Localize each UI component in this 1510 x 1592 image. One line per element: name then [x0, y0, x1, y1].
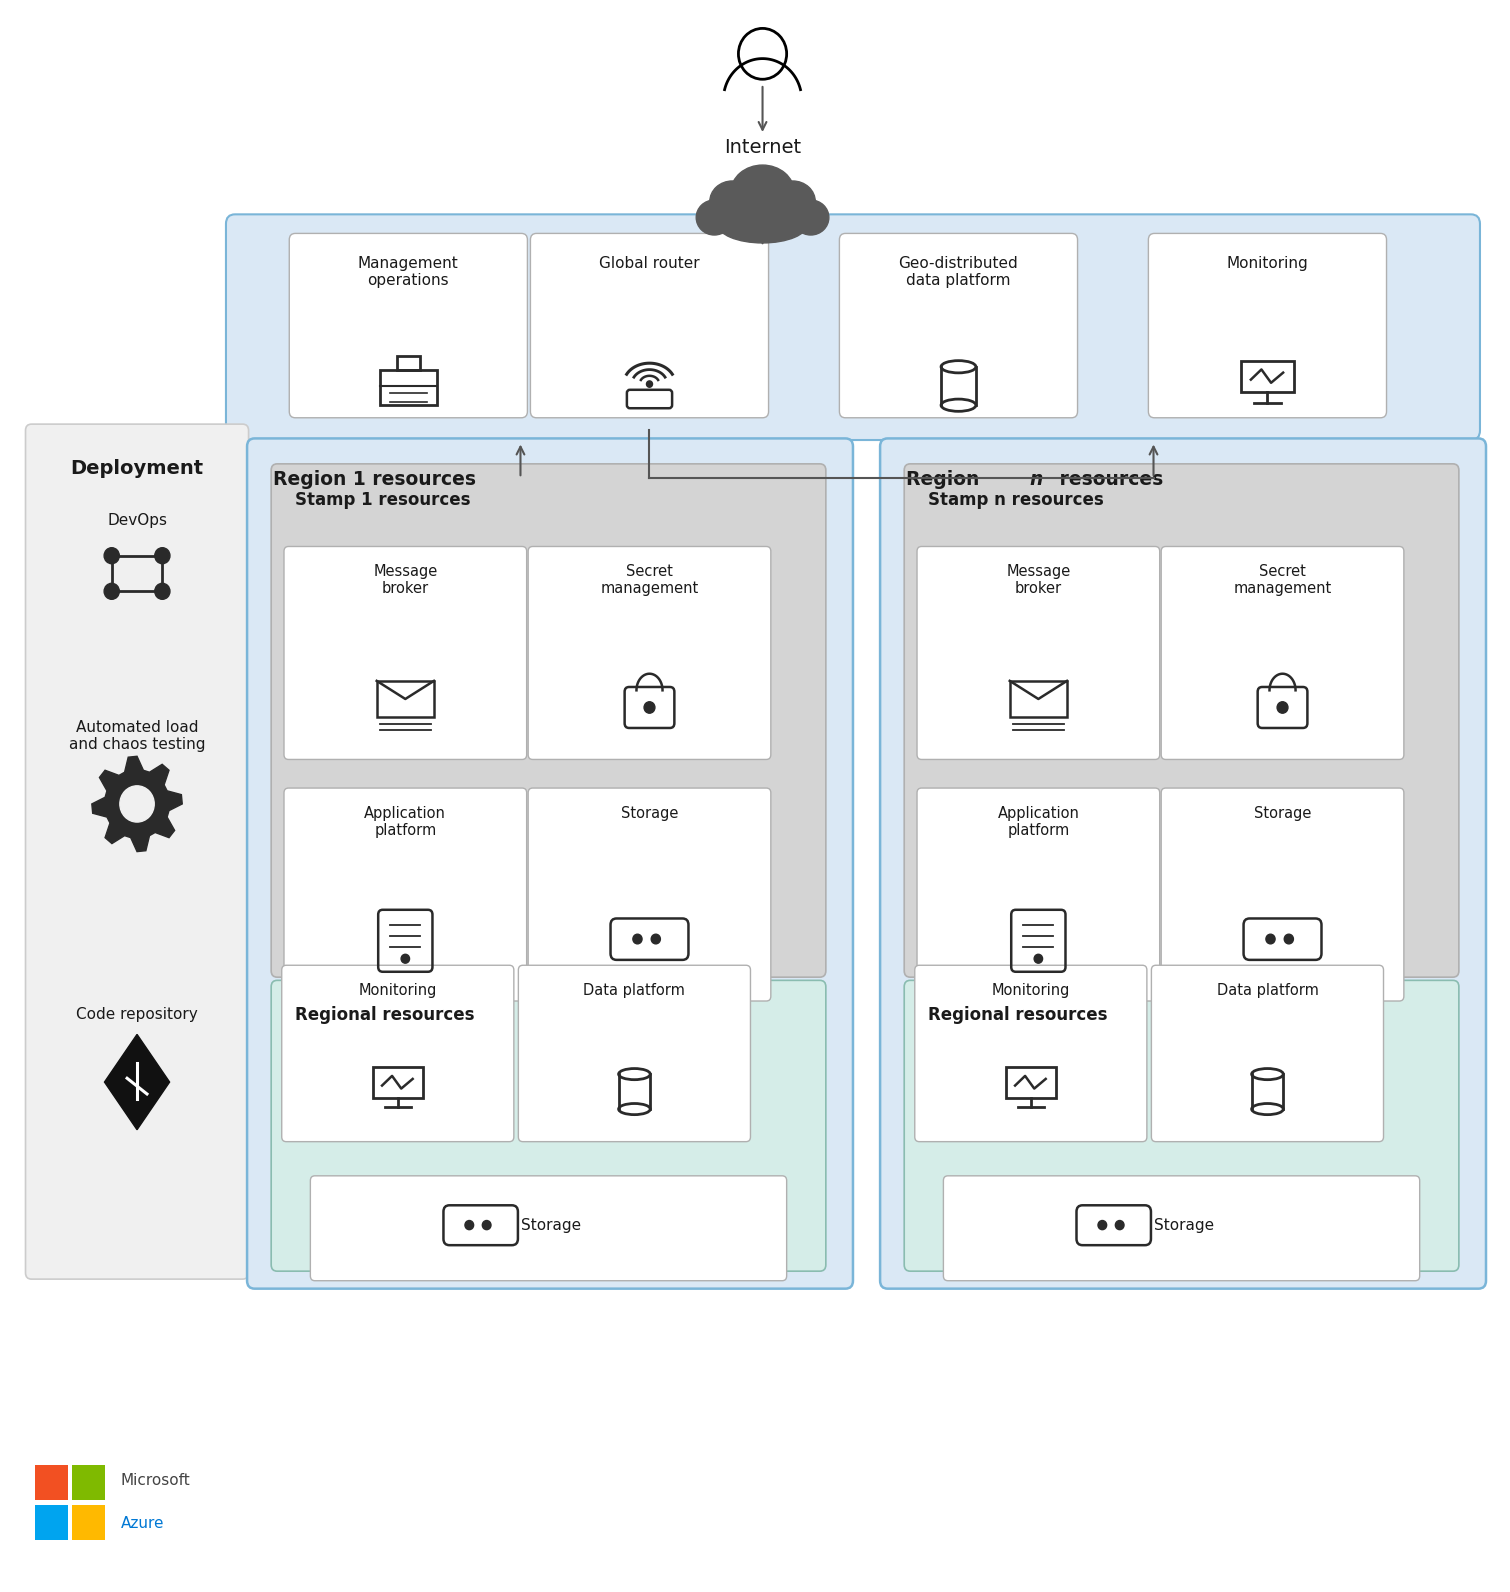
Text: Message
broker: Message broker — [373, 564, 438, 597]
Text: Internet: Internet — [723, 139, 802, 158]
Ellipse shape — [1252, 1068, 1284, 1079]
Circle shape — [104, 583, 119, 599]
Circle shape — [1116, 1221, 1123, 1229]
Bar — [72, 1504, 106, 1539]
Text: Regional resources: Regional resources — [929, 1006, 1108, 1024]
Circle shape — [1265, 935, 1274, 944]
FancyBboxPatch shape — [904, 981, 1459, 1270]
Text: Stamp 1 resources: Stamp 1 resources — [296, 490, 471, 509]
Ellipse shape — [696, 201, 732, 236]
Polygon shape — [92, 756, 183, 852]
FancyBboxPatch shape — [1161, 546, 1404, 759]
FancyBboxPatch shape — [284, 546, 527, 759]
FancyBboxPatch shape — [915, 965, 1148, 1141]
Text: Management
operations: Management operations — [358, 256, 459, 288]
Text: Microsoft: Microsoft — [121, 1474, 190, 1489]
Ellipse shape — [770, 181, 815, 223]
Ellipse shape — [941, 361, 975, 373]
FancyBboxPatch shape — [1161, 788, 1404, 1001]
FancyBboxPatch shape — [1149, 234, 1386, 417]
Circle shape — [1098, 1221, 1107, 1229]
Text: Storage: Storage — [1155, 1218, 1214, 1232]
FancyBboxPatch shape — [944, 1176, 1419, 1280]
Circle shape — [646, 380, 652, 387]
Text: Monitoring: Monitoring — [1226, 256, 1308, 271]
Text: Application
platform: Application platform — [364, 806, 447, 837]
Text: Application
platform: Application platform — [998, 806, 1080, 837]
Circle shape — [154, 583, 171, 599]
FancyBboxPatch shape — [248, 438, 853, 1288]
Text: Storage: Storage — [621, 806, 678, 820]
FancyBboxPatch shape — [282, 965, 513, 1141]
Text: Storage: Storage — [521, 1218, 581, 1232]
Circle shape — [402, 954, 409, 963]
Ellipse shape — [793, 201, 829, 236]
Text: Monitoring: Monitoring — [358, 982, 436, 998]
Text: Automated load
and chaos testing: Automated load and chaos testing — [69, 720, 205, 751]
Ellipse shape — [717, 205, 808, 244]
Text: Secret
management: Secret management — [1234, 564, 1332, 597]
FancyBboxPatch shape — [1152, 965, 1383, 1141]
Ellipse shape — [710, 181, 755, 223]
Circle shape — [633, 935, 642, 944]
Text: Stamp n resources: Stamp n resources — [929, 490, 1104, 509]
Text: Message
broker: Message broker — [1006, 564, 1071, 597]
Text: Global router: Global router — [599, 256, 699, 271]
Text: Region 1 resources: Region 1 resources — [273, 470, 476, 489]
Circle shape — [1034, 954, 1042, 963]
Circle shape — [1277, 702, 1288, 713]
FancyBboxPatch shape — [311, 1176, 787, 1280]
Circle shape — [645, 702, 655, 713]
FancyBboxPatch shape — [226, 215, 1480, 439]
FancyBboxPatch shape — [904, 463, 1459, 977]
Circle shape — [104, 548, 119, 564]
FancyBboxPatch shape — [284, 788, 527, 1001]
Circle shape — [482, 1221, 491, 1229]
Text: Geo-distributed
data platform: Geo-distributed data platform — [898, 256, 1018, 288]
Text: Secret
management: Secret management — [601, 564, 699, 597]
Text: Data platform: Data platform — [1217, 982, 1318, 998]
FancyBboxPatch shape — [272, 981, 826, 1270]
Circle shape — [465, 1221, 474, 1229]
Text: resources: resources — [1054, 470, 1164, 489]
Ellipse shape — [731, 166, 794, 220]
FancyBboxPatch shape — [917, 546, 1160, 759]
Text: n: n — [1030, 470, 1043, 489]
FancyBboxPatch shape — [840, 234, 1078, 417]
Ellipse shape — [619, 1068, 651, 1079]
Text: Monitoring: Monitoring — [992, 982, 1071, 998]
Text: Region: Region — [906, 470, 986, 489]
Circle shape — [1284, 935, 1294, 944]
Polygon shape — [104, 1035, 169, 1130]
FancyBboxPatch shape — [917, 788, 1160, 1001]
FancyBboxPatch shape — [528, 788, 770, 1001]
Text: Azure: Azure — [121, 1516, 165, 1532]
FancyBboxPatch shape — [272, 463, 826, 977]
Text: Storage: Storage — [1253, 806, 1311, 820]
Bar — [35, 1504, 68, 1539]
FancyBboxPatch shape — [530, 234, 769, 417]
Text: Deployment: Deployment — [71, 458, 204, 478]
FancyBboxPatch shape — [26, 423, 249, 1278]
FancyBboxPatch shape — [528, 546, 770, 759]
Bar — [72, 1465, 106, 1500]
FancyBboxPatch shape — [518, 965, 750, 1141]
FancyBboxPatch shape — [880, 438, 1486, 1288]
Circle shape — [651, 935, 660, 944]
Circle shape — [154, 548, 171, 564]
Circle shape — [119, 786, 154, 821]
Text: Regional resources: Regional resources — [296, 1006, 474, 1024]
Text: Data platform: Data platform — [583, 982, 686, 998]
Text: DevOps: DevOps — [107, 513, 168, 529]
FancyBboxPatch shape — [290, 234, 527, 417]
Bar — [35, 1465, 68, 1500]
Text: Code repository: Code repository — [76, 1008, 198, 1022]
